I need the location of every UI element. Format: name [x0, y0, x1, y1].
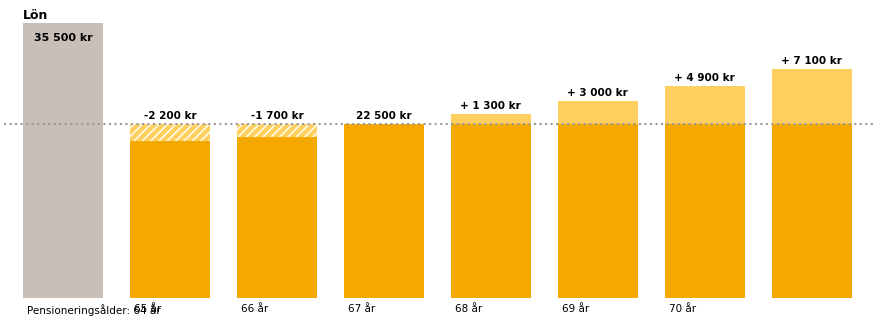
Text: + 7 100 kr: + 7 100 kr [781, 56, 842, 66]
Bar [130, 124, 210, 141]
Text: -2 200 kr: -2 200 kr [143, 111, 196, 121]
Bar [23, 24, 103, 298]
Text: 35 500 kr: 35 500 kr [33, 33, 92, 43]
Bar [451, 124, 531, 298]
Text: + 3 000 kr: + 3 000 kr [568, 88, 628, 98]
Text: + 1 300 kr: + 1 300 kr [460, 101, 521, 111]
Text: 22 500 kr: 22 500 kr [356, 111, 412, 121]
Text: 67 år: 67 år [348, 304, 375, 314]
Text: + 4 900 kr: + 4 900 kr [674, 73, 735, 83]
Bar [344, 124, 424, 298]
Text: Pensioneringsålder: 64 år: Pensioneringsålder: 64 år [27, 304, 161, 316]
Text: 69 år: 69 år [562, 304, 590, 314]
Text: 68 år: 68 år [455, 304, 482, 314]
Text: -1 700 kr: -1 700 kr [251, 111, 304, 121]
Text: Lön: Lön [23, 9, 48, 22]
Text: 66 år: 66 år [241, 304, 268, 314]
Bar [664, 124, 744, 298]
Bar [664, 86, 744, 124]
Bar [558, 124, 638, 298]
Bar [237, 137, 317, 298]
Bar [772, 124, 852, 298]
Bar [772, 69, 852, 124]
Bar [237, 124, 317, 137]
Bar [451, 114, 531, 124]
Bar [130, 141, 210, 298]
Bar [558, 101, 638, 124]
Text: 65 år: 65 år [134, 304, 161, 314]
Text: 70 år: 70 år [669, 304, 696, 314]
